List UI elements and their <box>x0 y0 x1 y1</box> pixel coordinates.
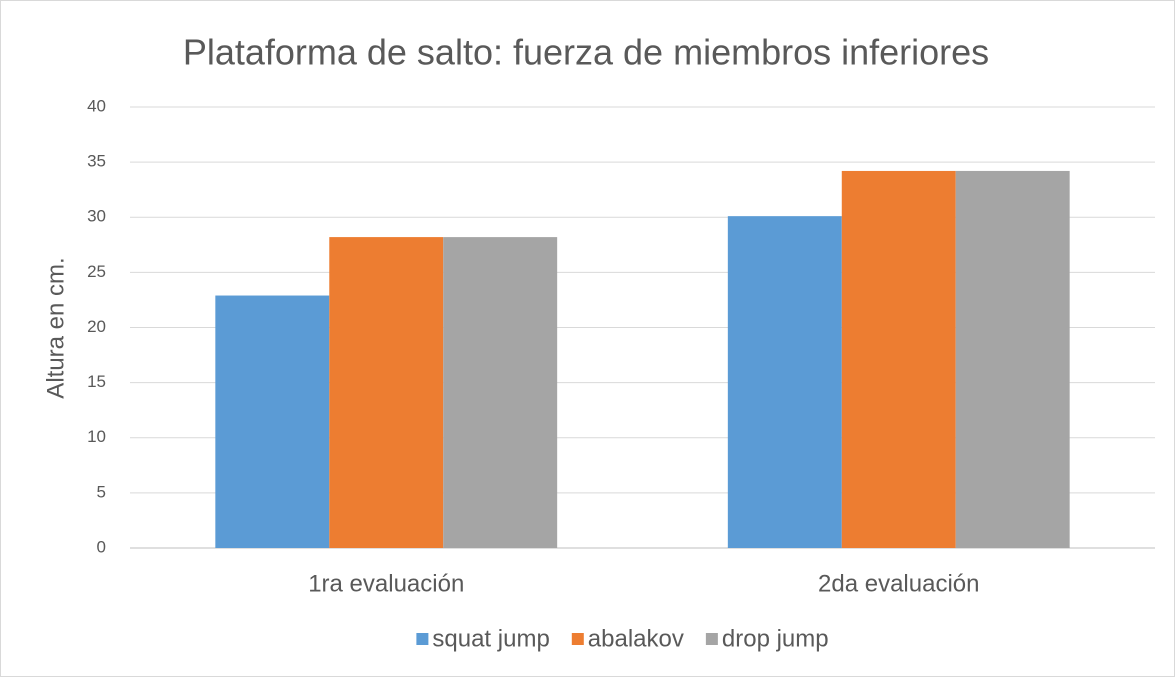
bar <box>329 237 444 548</box>
legend-swatch <box>571 633 584 645</box>
legend-swatch <box>416 633 429 645</box>
y-tick-label: 10 <box>87 427 106 446</box>
y-tick-label: 30 <box>87 207 106 226</box>
legend-label: squat jump <box>432 625 549 652</box>
legend-label: abalakov <box>588 625 684 652</box>
y-tick-label: 0 <box>97 537 106 556</box>
y-tick-label: 35 <box>87 152 106 171</box>
legend-label: drop jump <box>722 625 829 652</box>
y-tick-label: 25 <box>87 262 106 281</box>
y-tick-label: 20 <box>87 317 106 336</box>
bar <box>727 216 842 548</box>
x-tick-label: 1ra evaluación <box>308 570 464 597</box>
chart-title: Plataforma de salto: fuerza de miembros … <box>183 32 989 73</box>
x-tick-label: 2da evaluación <box>818 570 979 597</box>
y-axis-label: Altura en cm. <box>42 257 69 398</box>
y-tick-label: 15 <box>87 372 106 391</box>
bar <box>443 237 558 548</box>
bar <box>955 170 1070 548</box>
bar <box>841 170 956 548</box>
y-tick-label: 40 <box>87 96 106 115</box>
bar <box>215 295 330 548</box>
legend-swatch <box>705 633 718 645</box>
y-tick-label: 5 <box>97 482 106 501</box>
